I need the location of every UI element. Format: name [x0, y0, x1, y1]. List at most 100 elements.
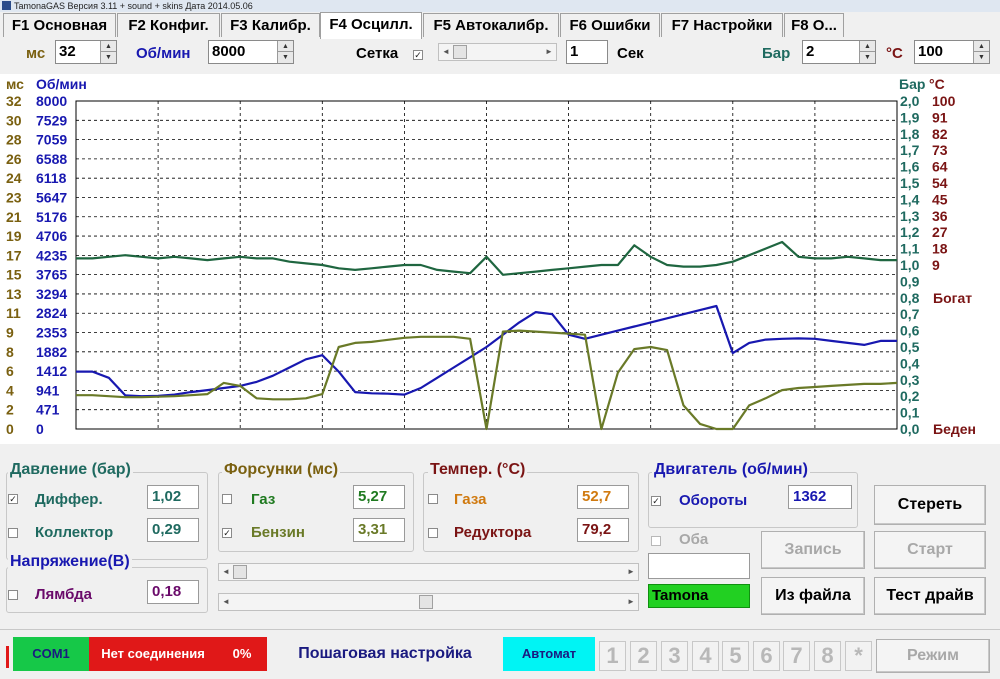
scroll-left-icon[interactable]: ◄	[442, 47, 450, 56]
temperature-title: Темпер. (°С)	[428, 461, 528, 479]
connection-status: Нет соединения	[89, 637, 217, 671]
pressure-title: Давление (бар)	[8, 461, 133, 479]
gas-injector-checkbox[interactable]	[222, 494, 232, 504]
tick-label-ms: 2	[6, 402, 14, 418]
tab-about[interactable]: F8 О...	[784, 13, 844, 37]
tick-label-temp: 18	[932, 241, 948, 257]
axis-title-ms: мс	[6, 76, 24, 92]
test-drive-button[interactable]: Тест драйв	[874, 577, 986, 615]
both-label: Оба	[679, 531, 709, 548]
spin-down-icon[interactable]: ▼	[277, 52, 293, 63]
tab-main[interactable]: F1 Основная	[3, 13, 116, 37]
chart-scrollbar-top[interactable]: ◄ ►	[218, 563, 639, 581]
clear-button[interactable]: Стереть	[874, 485, 986, 525]
step-5-button[interactable]: 5	[722, 641, 749, 671]
tick-label-ms: 4	[6, 382, 14, 398]
tick-label-ms: 17	[6, 247, 22, 263]
tick-label-rpm: 941	[36, 382, 60, 398]
gas-temp-value: 52,7	[577, 485, 629, 509]
tick-label-rpm: 7059	[36, 132, 67, 148]
auto-mode-indicator[interactable]: Автомат	[503, 637, 595, 671]
tab-errors[interactable]: F6 Ошибки	[560, 13, 660, 37]
tick-label-temp: 91	[932, 109, 948, 125]
reducer-temp-checkbox[interactable]	[428, 528, 438, 538]
tick-label-ms: 13	[6, 286, 22, 302]
lambda-lean-label: Беден	[933, 421, 976, 437]
scroll-right-icon[interactable]: ►	[627, 567, 635, 576]
petrol-injector-value: 3,31	[353, 518, 405, 542]
gas-injector-value: 5,27	[353, 485, 405, 509]
ms-scale-spinner[interactable]: 32 ▲ ▼	[55, 40, 117, 64]
tab-config[interactable]: F2 Конфиг.	[117, 13, 220, 37]
scroll-left-icon[interactable]: ◄	[222, 567, 230, 576]
spin-down-icon[interactable]: ▼	[100, 52, 116, 63]
diff-pressure-checkbox[interactable]: ✓	[8, 494, 18, 504]
time-scale-scrollbar[interactable]: ◄ ►	[438, 43, 557, 61]
oscilloscope-chart: мс Об/мин Бар °С 32 30 28 26 24 23 21 19 17 15 13 11 9 8 6…	[0, 74, 1000, 444]
rpm-value: 1362	[788, 485, 852, 509]
rpm-scale-spinner[interactable]: 8000 ▲ ▼	[208, 40, 294, 64]
collector-pressure-value: 0,29	[147, 518, 199, 542]
spin-up-icon[interactable]: ▲	[277, 41, 293, 52]
tick-label-bar: 1,5	[900, 175, 920, 191]
spin-up-icon[interactable]: ▲	[859, 41, 875, 52]
start-button[interactable]: Старт	[874, 531, 986, 569]
tab-autocalibration[interactable]: F5 Автокалибр.	[423, 13, 559, 37]
scroll-thumb[interactable]	[418, 595, 433, 609]
status-text-field[interactable]	[648, 553, 750, 579]
chart-scrollbar-bottom[interactable]: ◄ ►	[218, 593, 639, 611]
record-button[interactable]: Запись	[761, 531, 865, 569]
spin-down-icon[interactable]: ▼	[859, 52, 875, 63]
scroll-right-icon[interactable]: ►	[627, 597, 635, 606]
spin-down-icon[interactable]: ▼	[973, 52, 989, 63]
tick-label-temp: 73	[932, 142, 948, 158]
from-file-button[interactable]: Из файла	[761, 577, 865, 615]
spin-up-icon[interactable]: ▲	[100, 41, 116, 52]
temperature-group	[423, 472, 639, 552]
tick-label-ms: 28	[6, 132, 22, 148]
bar-scale-spinner[interactable]: 2 ▲ ▼	[802, 40, 876, 64]
tab-calibration[interactable]: F3 Калибр.	[221, 13, 320, 37]
rpm-checkbox[interactable]: ✓	[651, 496, 661, 506]
scroll-thumb[interactable]	[453, 45, 467, 59]
tick-label-rpm: 2824	[36, 305, 67, 321]
tick-label-rpm: 6588	[36, 151, 67, 167]
mode-button[interactable]: Режим	[876, 639, 990, 673]
tab-settings[interactable]: F7 Настройки	[661, 13, 783, 37]
tick-label-temp: 82	[932, 126, 948, 142]
axis-title-rpm: Об/мин	[36, 76, 87, 92]
lambda-checkbox[interactable]	[8, 590, 18, 600]
tick-label-ms: 0	[6, 421, 14, 437]
step-setup-label[interactable]: Пошаговая настройка	[298, 645, 472, 662]
step-8-button[interactable]: 8	[814, 641, 841, 671]
spin-up-icon[interactable]: ▲	[973, 41, 989, 52]
rpm-label: Обороты	[679, 492, 748, 509]
tick-label-ms: 9	[6, 325, 14, 341]
temp-scale-value: 100	[918, 43, 944, 60]
seconds-input[interactable]: 1	[566, 40, 608, 64]
scroll-right-icon[interactable]: ►	[545, 47, 553, 56]
scroll-thumb[interactable]	[233, 565, 247, 579]
tick-label-bar: 1,4	[900, 191, 920, 207]
step-7-button[interactable]: 7	[783, 641, 810, 671]
tab-oscilloscope[interactable]: F4 Осцилл.	[320, 12, 422, 39]
gas-temp-checkbox[interactable]	[428, 494, 438, 504]
step-all-button[interactable]: *	[845, 641, 872, 671]
grid-checkbox[interactable]: ✓	[413, 50, 423, 60]
diff-pressure-value: 1,02	[147, 485, 199, 509]
tick-label-ms: 30	[6, 112, 22, 128]
tick-label-bar: 1,9	[900, 109, 920, 125]
step-4-button[interactable]: 4	[692, 641, 719, 671]
collector-pressure-checkbox[interactable]	[8, 528, 18, 538]
tick-label-bar: 1,8	[900, 126, 920, 142]
both-checkbox[interactable]	[651, 536, 661, 546]
temp-scale-spinner[interactable]: 100 ▲ ▼	[914, 40, 990, 64]
step-1-button[interactable]: 1	[599, 641, 626, 671]
scroll-left-icon[interactable]: ◄	[222, 597, 230, 606]
petrol-injector-checkbox[interactable]: ✓	[222, 528, 232, 538]
step-2-button[interactable]: 2	[630, 641, 657, 671]
tick-label-bar: 1,2	[900, 224, 920, 240]
tick-label-temp: 54	[932, 175, 948, 191]
step-6-button[interactable]: 6	[753, 641, 780, 671]
step-3-button[interactable]: 3	[661, 641, 688, 671]
